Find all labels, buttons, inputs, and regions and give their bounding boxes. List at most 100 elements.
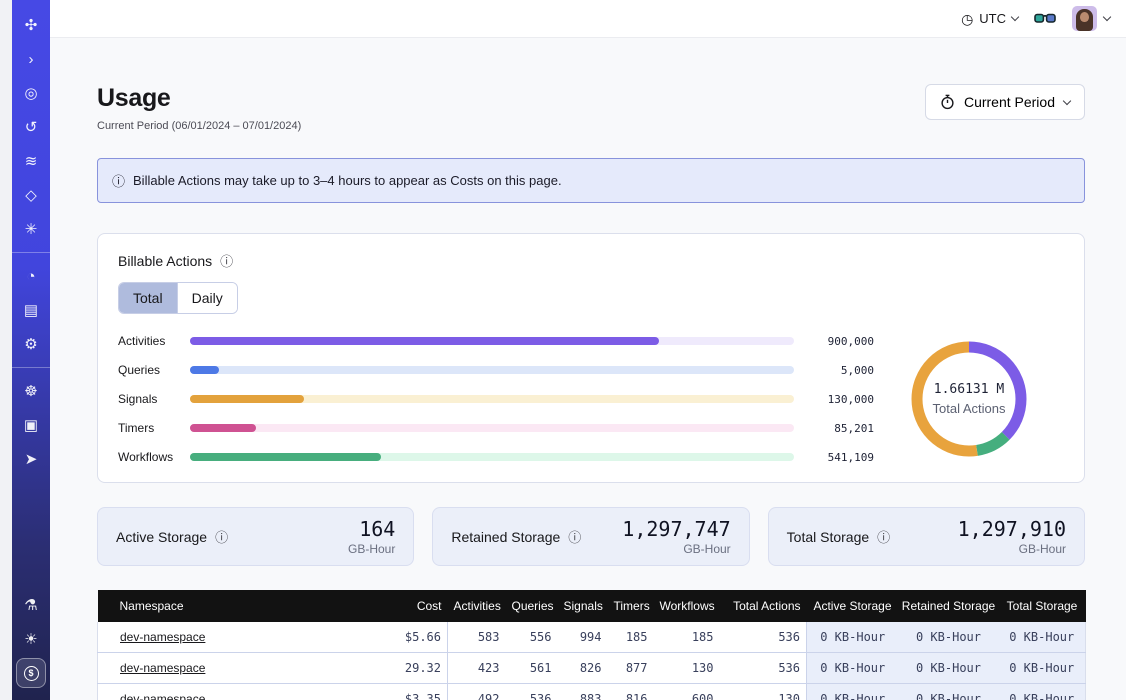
period-subtitle: Current Period (06/01/2024 – 07/01/2024) [97,120,302,132]
settings-icon[interactable]: ⚙ [24,336,38,353]
column-header-total-storage: Total Storage [998,590,1086,622]
clock-icon: ◷ [961,10,974,27]
sidebar: ✣ › ◎ ↺ ≋ ◇ ✳ ◔ ▤ ⚙ ☸ ▣ ➤ ⚗ ☀ $ [12,0,50,700]
cell-signals: 883 [557,683,608,700]
main-area: ◷ UTC Usage Current Period (06/01/2024 –… [50,0,1126,700]
chevron-down-icon [1062,96,1072,105]
billable-actions-card: Billable Actions ⓘ Total Daily Activities… [97,233,1085,483]
table-row: dev-namespace 29.32 423 561 826 877 130 536 0 KB… [97,652,1086,684]
storage-unit: GB-Hour [683,542,731,556]
cell-activities: 583 [447,622,506,653]
chevron-down-icon [1010,12,1020,22]
temporal-logo-icon[interactable]: ✣ [24,17,38,34]
tab-daily[interactable]: Daily [177,283,237,313]
banner-text: Billable Actions may take up to 3–4 hour… [133,173,562,188]
bar-value: 541,109 [827,450,874,464]
namespace-link[interactable]: dev-namespace [120,630,206,644]
cell-timers: 816 [607,683,654,700]
storage-value: 164 [359,517,396,541]
bar-value: 900,000 [827,334,874,348]
cell-workflows: 600 [653,683,720,700]
cell-workflows: 130 [653,652,720,684]
cell-cost: $3.35 [367,683,448,700]
cell-signals: 826 [557,652,608,684]
cell-activities: 492 [447,683,506,700]
cell-namespace: dev-namespace [97,683,368,700]
usage-icon[interactable]: ◔ [26,267,36,285]
billing-icon[interactable]: ▤ [23,302,39,319]
bar-value: 85,201 [834,421,874,435]
total-actions-label: Total Actions [932,401,1006,416]
user-menu[interactable] [1072,6,1112,31]
bar-track [190,337,794,345]
layers-icon[interactable]: ≋ [24,153,38,170]
bar-track [190,395,794,403]
column-header-timers: Timers [607,590,654,622]
column-header-namespace: Namespace [97,590,368,622]
nexus-icon[interactable]: ✳ [24,221,38,238]
storage-label: Retained Storage ⓘ [451,528,582,546]
retained-storage-card: Retained Storage ⓘ 1,297,747 GB-Hour [432,507,750,566]
timezone-label: UTC [979,11,1006,26]
info-icon[interactable]: ⓘ [215,530,229,545]
info-icon[interactable]: ⓘ [877,530,891,545]
support-icon[interactable]: ☸ [24,383,38,400]
cell-retained-storage: 0 KB-Hour [898,622,999,653]
glasses-icon[interactable] [1034,12,1056,25]
cell-queries: 556 [505,622,558,653]
namespace-link[interactable]: dev-namespace [120,661,206,675]
cell-retained-storage: 0 KB-Hour [898,683,999,700]
cell-active-storage: 0 KB-Hour [806,622,899,653]
bar-row-timers: Timers 85,201 [118,421,874,435]
billable-bar-chart: Activities 900,000 Queries 5,000 Signals 130,… [118,334,874,464]
tab-total[interactable]: Total [119,283,178,313]
stopwatch-icon [940,94,955,110]
expand-sidebar-icon[interactable]: › [28,50,34,68]
cell-total-actions: 130 [719,683,807,700]
cell-total-actions: 536 [719,652,807,684]
sidebar-divider [12,252,50,253]
cell-timers: 185 [607,622,654,653]
billable-actions-title: Billable Actions [118,252,213,269]
namespace-link[interactable]: dev-namespace [120,692,206,700]
labs-icon[interactable]: ⚗ [24,597,38,614]
info-icon[interactable]: ⓘ [568,530,582,545]
page-title: Usage [97,84,171,112]
storage-unit: GB-Hour [347,542,396,556]
column-header-total-actions: Total Actions [719,590,807,622]
getting-started-icon[interactable]: ➤ [24,451,38,468]
credits-icon[interactable]: $ [16,658,46,688]
column-header-queries: Queries [505,590,558,622]
current-period-label: Current Period [963,94,1055,110]
bar-row-signals: Signals 130,000 [118,392,874,406]
history-icon[interactable]: ↺ [24,119,38,136]
deployments-icon[interactable]: ◇ [25,187,37,204]
cell-active-storage: 0 KB-Hour [806,683,899,700]
cell-retained-storage: 0 KB-Hour [898,652,999,684]
bar-label: Activities [118,334,166,348]
storage-value: 1,297,747 [622,517,731,541]
cell-workflows: 185 [653,622,720,653]
theme-icon[interactable]: ☀ [24,631,38,648]
total-actions-value: 1.66131 M [933,382,1005,397]
current-period-dropdown[interactable]: Current Period [924,84,1085,120]
cell-total-storage: 0 KB-Hour [998,652,1086,684]
info-icon[interactable]: ⓘ [220,254,234,269]
bar-label: Signals [118,392,158,406]
bar-fill [190,395,304,403]
bar-row-activities: Activities 900,000 [118,334,874,348]
bar-value: 130,000 [827,392,874,406]
active-storage-card: Active Storage ⓘ 164 GB-Hour [97,507,415,566]
cell-total-storage: 0 KB-Hour [998,683,1086,700]
namespaces-icon[interactable]: ◎ [24,85,38,102]
column-header-workflows: Workflows [653,590,720,622]
bar-track [190,453,794,461]
docs-icon[interactable]: ▣ [23,417,39,434]
total-actions-donut: 1.66131 M Total Actions [874,334,1064,464]
cell-total-storage: 0 KB-Hour [998,622,1086,653]
storage-label: Active Storage ⓘ [116,528,229,546]
billable-tabs: Total Daily [118,282,238,314]
user-avatar [1072,6,1097,31]
bar-label: Workflows [118,450,174,464]
timezone-selector[interactable]: ◷ UTC [961,10,1020,27]
